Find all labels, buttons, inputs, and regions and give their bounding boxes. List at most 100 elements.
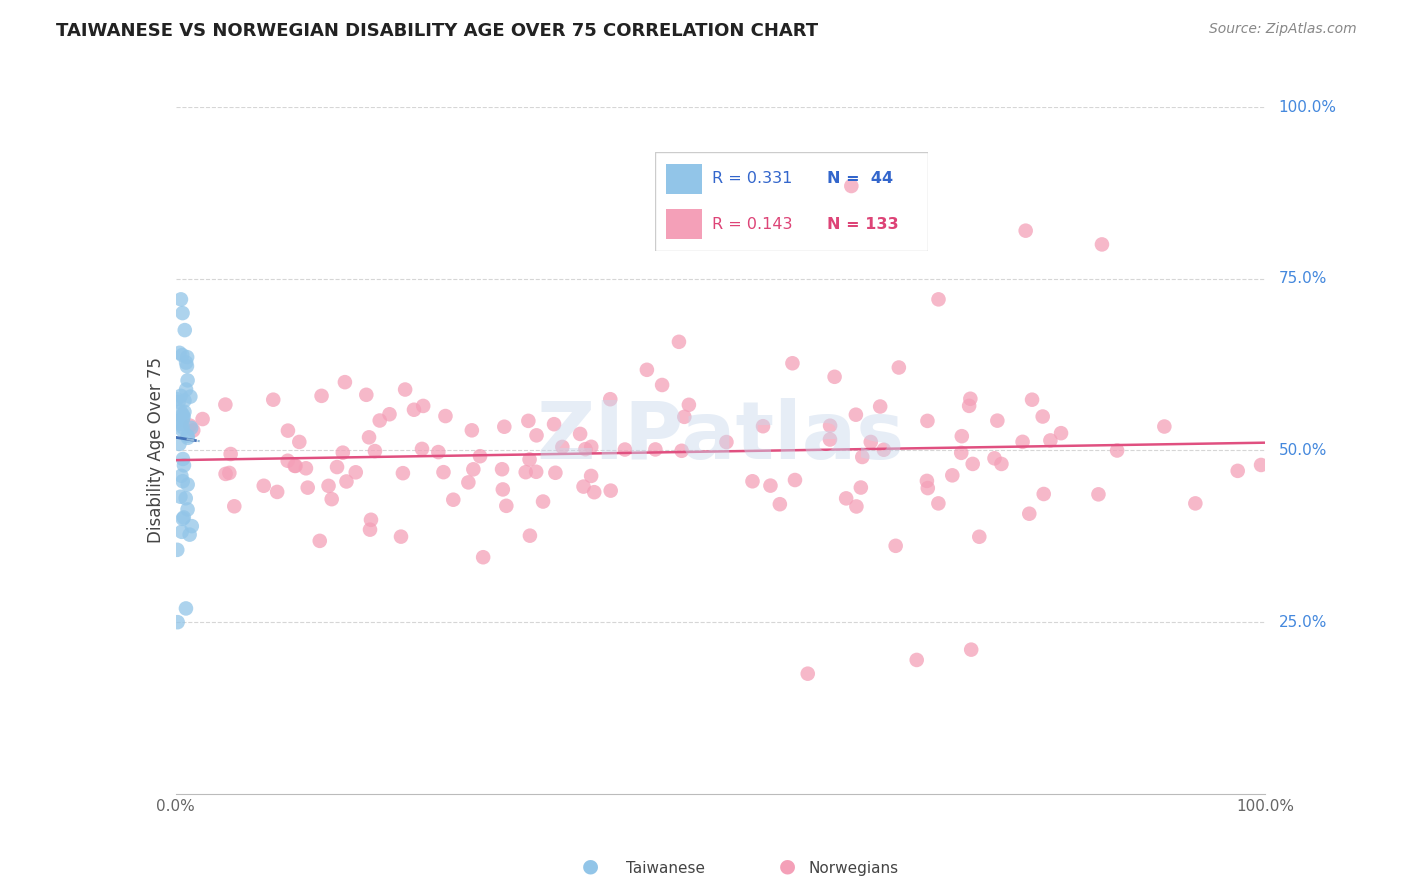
Point <box>176 350 198 364</box>
Point <box>1153 419 1175 434</box>
Text: ●: ● <box>779 857 796 876</box>
Point <box>364 444 387 458</box>
Point <box>284 458 307 473</box>
Point <box>166 392 188 406</box>
Point <box>1039 434 1062 448</box>
Point <box>962 457 984 471</box>
Point <box>170 417 193 431</box>
Point <box>441 492 464 507</box>
Point <box>1107 443 1129 458</box>
Point <box>581 440 603 454</box>
FancyBboxPatch shape <box>666 163 702 194</box>
Point <box>1050 426 1073 441</box>
Point <box>1015 224 1038 238</box>
Point <box>524 465 547 479</box>
Point <box>651 378 673 392</box>
Point <box>752 419 775 434</box>
Point <box>179 527 201 541</box>
Point <box>253 479 276 493</box>
Point <box>288 434 311 449</box>
Point <box>519 452 541 467</box>
Point <box>636 363 658 377</box>
Point <box>583 485 606 500</box>
Point <box>180 421 202 435</box>
Text: Source: ZipAtlas.com: Source: ZipAtlas.com <box>1209 22 1357 37</box>
Point <box>869 400 891 414</box>
Point <box>849 481 872 495</box>
Text: Norwegians: Norwegians <box>808 861 898 876</box>
Point <box>356 388 378 402</box>
Point <box>613 442 636 457</box>
Point <box>360 513 382 527</box>
Point <box>170 389 193 403</box>
Text: N =  44: N = 44 <box>827 171 893 186</box>
Point <box>519 529 541 543</box>
Text: TAIWANESE VS NORWEGIAN DISABILITY AGE OVER 75 CORRELATION CHART: TAIWANESE VS NORWEGIAN DISABILITY AGE OV… <box>56 22 818 40</box>
Point <box>1032 409 1054 424</box>
Point <box>990 457 1012 471</box>
Text: R = 0.331: R = 0.331 <box>713 171 793 186</box>
Point <box>179 390 201 404</box>
Text: 100.0%: 100.0% <box>1278 100 1337 114</box>
Point <box>796 666 818 681</box>
Point <box>824 369 846 384</box>
Point <box>224 500 246 514</box>
Point <box>873 442 896 457</box>
Point <box>950 446 973 460</box>
Point <box>174 601 197 615</box>
Text: R = 0.143: R = 0.143 <box>713 217 793 232</box>
Point <box>170 468 193 483</box>
Point <box>915 474 938 488</box>
Point <box>551 440 574 454</box>
Point <box>759 478 782 492</box>
Point <box>174 491 197 506</box>
Text: 75.0%: 75.0% <box>1278 271 1327 286</box>
Point <box>191 412 214 426</box>
Point <box>463 462 485 476</box>
Point <box>179 418 201 433</box>
Point <box>174 383 197 397</box>
Point <box>905 653 928 667</box>
Point <box>219 447 242 461</box>
Point <box>378 407 401 421</box>
Point <box>678 398 700 412</box>
Point <box>284 458 307 473</box>
Point <box>741 475 763 489</box>
Point <box>941 468 963 483</box>
Point <box>495 499 517 513</box>
Point <box>172 411 194 425</box>
Point <box>332 445 354 459</box>
Point <box>544 466 567 480</box>
Point <box>526 428 548 442</box>
Point <box>172 512 194 526</box>
Point <box>1091 237 1114 252</box>
Point <box>515 465 537 479</box>
Point <box>959 392 981 406</box>
Point <box>172 408 194 422</box>
Point <box>983 451 1005 466</box>
Point <box>599 392 621 407</box>
Point <box>927 496 949 510</box>
Point <box>176 477 198 491</box>
Text: ●: ● <box>582 857 599 876</box>
Point <box>277 454 299 468</box>
Point <box>218 466 240 480</box>
Point <box>181 423 204 437</box>
Point <box>1021 392 1043 407</box>
Point <box>167 394 190 409</box>
Point <box>173 409 195 424</box>
Text: ZIPatlas: ZIPatlas <box>537 398 904 475</box>
Point <box>326 460 349 475</box>
Point <box>166 615 188 630</box>
Point <box>782 356 804 370</box>
Point <box>167 414 190 428</box>
Point <box>427 445 450 459</box>
Point <box>716 435 738 450</box>
Point <box>851 450 873 464</box>
Point <box>917 414 939 428</box>
Point <box>266 484 288 499</box>
Point <box>173 323 195 337</box>
Point <box>335 475 357 489</box>
Point <box>295 461 318 475</box>
Point <box>394 383 416 397</box>
